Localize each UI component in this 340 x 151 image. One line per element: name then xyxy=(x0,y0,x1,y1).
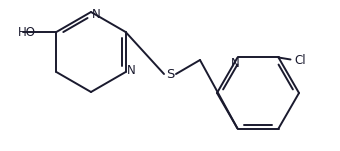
Text: Cl: Cl xyxy=(295,54,306,67)
Text: S: S xyxy=(166,69,174,82)
Text: N: N xyxy=(127,64,136,77)
Text: N: N xyxy=(91,8,100,21)
Text: HO: HO xyxy=(18,26,36,39)
Text: N: N xyxy=(231,57,240,70)
